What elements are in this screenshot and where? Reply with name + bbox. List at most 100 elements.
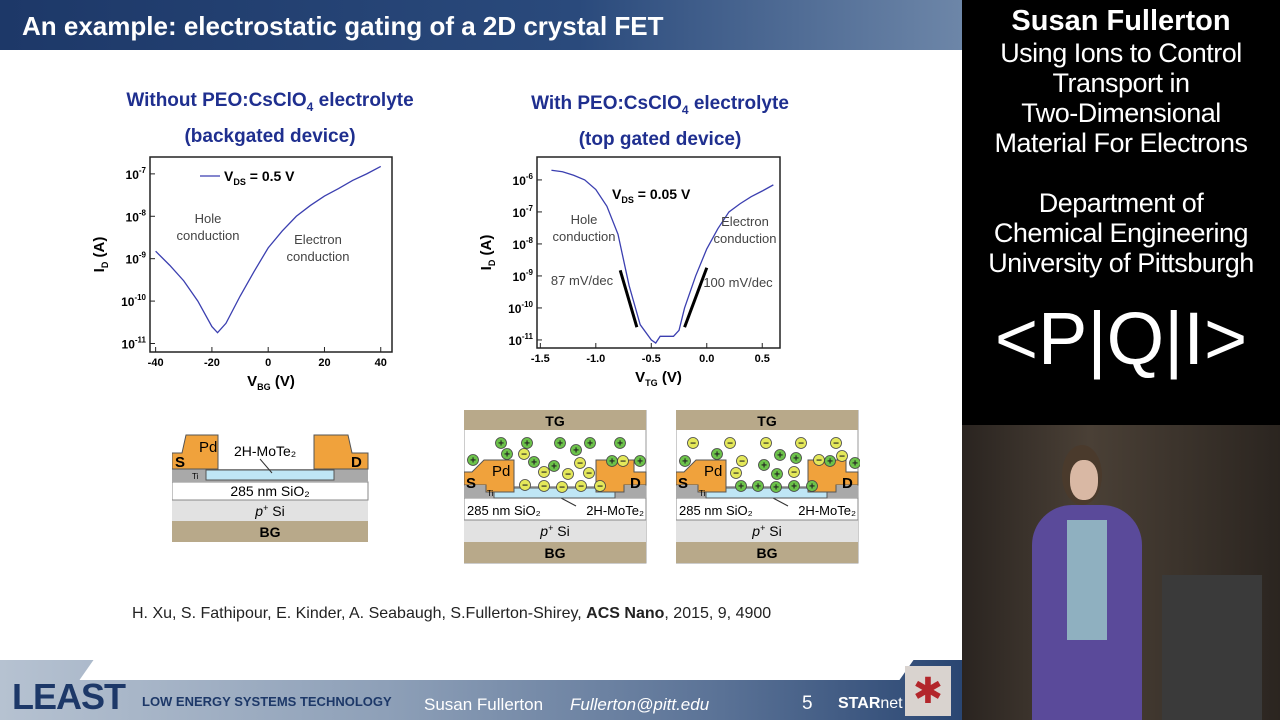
x-axis-label: VTG (V): [635, 369, 682, 388]
mote2-pointer: [560, 497, 577, 507]
left-title-post: electrolyte: [313, 90, 414, 111]
cation-icon: [752, 480, 764, 492]
slope-line-100: [683, 267, 709, 328]
plus-sign: +: [738, 482, 744, 493]
psi-layer: [172, 500, 368, 521]
tg-layer: [676, 410, 858, 430]
plus-sign: +: [609, 457, 615, 468]
page-number: 5: [802, 693, 813, 714]
cation-icon: [548, 460, 560, 472]
annotation: 87 mV/dec: [551, 273, 614, 288]
y-tick-label: 10-10: [508, 300, 533, 316]
minus-sign: −: [586, 469, 592, 480]
plus-sign: +: [470, 456, 476, 467]
cation-icon: [806, 480, 818, 492]
footer-name: Susan Fullerton: [424, 695, 544, 714]
right-panel-title: With PEO:CsClO4 electrolyte (top gated d…: [480, 89, 840, 155]
x-tick-label: 0.0: [699, 353, 714, 365]
plus-sign: +: [557, 439, 563, 450]
drain-contact: [595, 459, 647, 493]
speaker-video: [962, 425, 1280, 720]
speaker-blouse: [1067, 520, 1107, 640]
cation-icon: [679, 455, 691, 467]
least-logo: LEAST: [12, 676, 126, 717]
psi-label: p+ Si: [539, 523, 569, 539]
anion-icon: [538, 480, 550, 492]
plus-sign: +: [498, 439, 504, 450]
backgated-device-diagram: BG p+ Si 285 nm SiO₂ S Pd Ti D 2H-MoTe₂: [172, 434, 369, 542]
pd-label: Pd: [492, 463, 510, 480]
anion-icon: [583, 467, 595, 479]
left-title-text: Without PEO:CsClO: [126, 90, 307, 111]
department-line: University of Pittsburgh: [988, 248, 1254, 278]
cation-icon: [758, 459, 770, 471]
plus-sign: +: [773, 483, 779, 494]
plus-sign: +: [793, 454, 799, 465]
minus-sign: −: [739, 457, 745, 468]
anion-icon: [760, 437, 772, 449]
tg-layer: [464, 410, 646, 430]
talk-title-line: Material For Electrons: [994, 128, 1248, 158]
anion-icon: [830, 437, 842, 449]
cation-icon: [584, 437, 596, 449]
anion-icon: [736, 455, 748, 467]
plus-sign: +: [777, 451, 783, 462]
anion-icon: [813, 454, 825, 466]
plus-sign: +: [637, 457, 643, 468]
minus-sign: −: [521, 450, 527, 461]
department-line: Department of: [1038, 188, 1204, 218]
y-tick-label: 10-6: [513, 172, 534, 188]
x-tick-label: -0.5: [642, 353, 661, 365]
plus-sign: +: [791, 482, 797, 493]
plus-sign: +: [504, 450, 510, 461]
right-title-line2: (top gated device): [578, 128, 742, 150]
y-axis-label: ID (A): [478, 235, 497, 271]
cation-icon: [711, 448, 723, 460]
plus-sign: +: [551, 462, 557, 473]
plus-sign: +: [809, 482, 815, 493]
psi-label: p+ Si: [751, 523, 781, 539]
anion-icon: [556, 481, 568, 493]
mote2-layer: [493, 487, 616, 499]
annotation: conduction: [287, 249, 350, 264]
data-line: [551, 169, 774, 344]
footer-email: Fullerton@pitt.edu: [570, 695, 710, 714]
pd-label: Pd: [704, 463, 722, 480]
cation-icon: [788, 480, 800, 492]
minus-sign: −: [559, 483, 565, 494]
cation-icon: [554, 437, 566, 449]
plus-sign: +: [755, 482, 761, 493]
anion-icon: [687, 437, 699, 449]
mote2-pointer: [259, 458, 273, 474]
left-title-sub: 4: [306, 99, 314, 114]
legend-label: VDS = 0.05 V: [612, 186, 691, 205]
minus-sign: −: [839, 452, 845, 463]
citation-details: , 2015, 9, 4900: [664, 605, 772, 622]
drain-contact: [807, 459, 859, 493]
annotation: conduction: [553, 229, 616, 244]
bg-layer: [172, 521, 368, 542]
drain-label: D: [630, 475, 641, 492]
citation-journal: ACS Nano: [586, 605, 665, 622]
left-panel-title: Without PEO:CsClO4 electrolyte (backgate…: [90, 86, 450, 152]
anion-icon: [518, 448, 530, 460]
talk-title-line: Transport in: [1052, 68, 1190, 98]
starnet-emblem-icon: ✱: [905, 666, 951, 716]
minus-sign: −: [763, 439, 769, 450]
plus-sign: +: [573, 446, 579, 457]
cation-icon: [521, 437, 533, 449]
bg-label: BG: [757, 545, 778, 561]
psi-layer: [464, 520, 646, 542]
mote2-pointer: [772, 497, 789, 507]
cation-icon: [735, 480, 747, 492]
plot-frame: [536, 156, 781, 349]
anion-icon: [574, 457, 586, 469]
plus-sign: +: [682, 457, 688, 468]
x-tick-label: -40: [148, 357, 164, 369]
slide: An example: electrostatic gating of a 2D…: [0, 0, 962, 720]
slide-footer: LEAST LOW ENERGY SYSTEMS TECHNOLOGY Susa…: [0, 650, 962, 720]
cation-icon: [790, 452, 802, 464]
footer-wave: [79, 650, 921, 680]
anion-icon: [788, 466, 800, 478]
minus-sign: −: [727, 439, 733, 450]
